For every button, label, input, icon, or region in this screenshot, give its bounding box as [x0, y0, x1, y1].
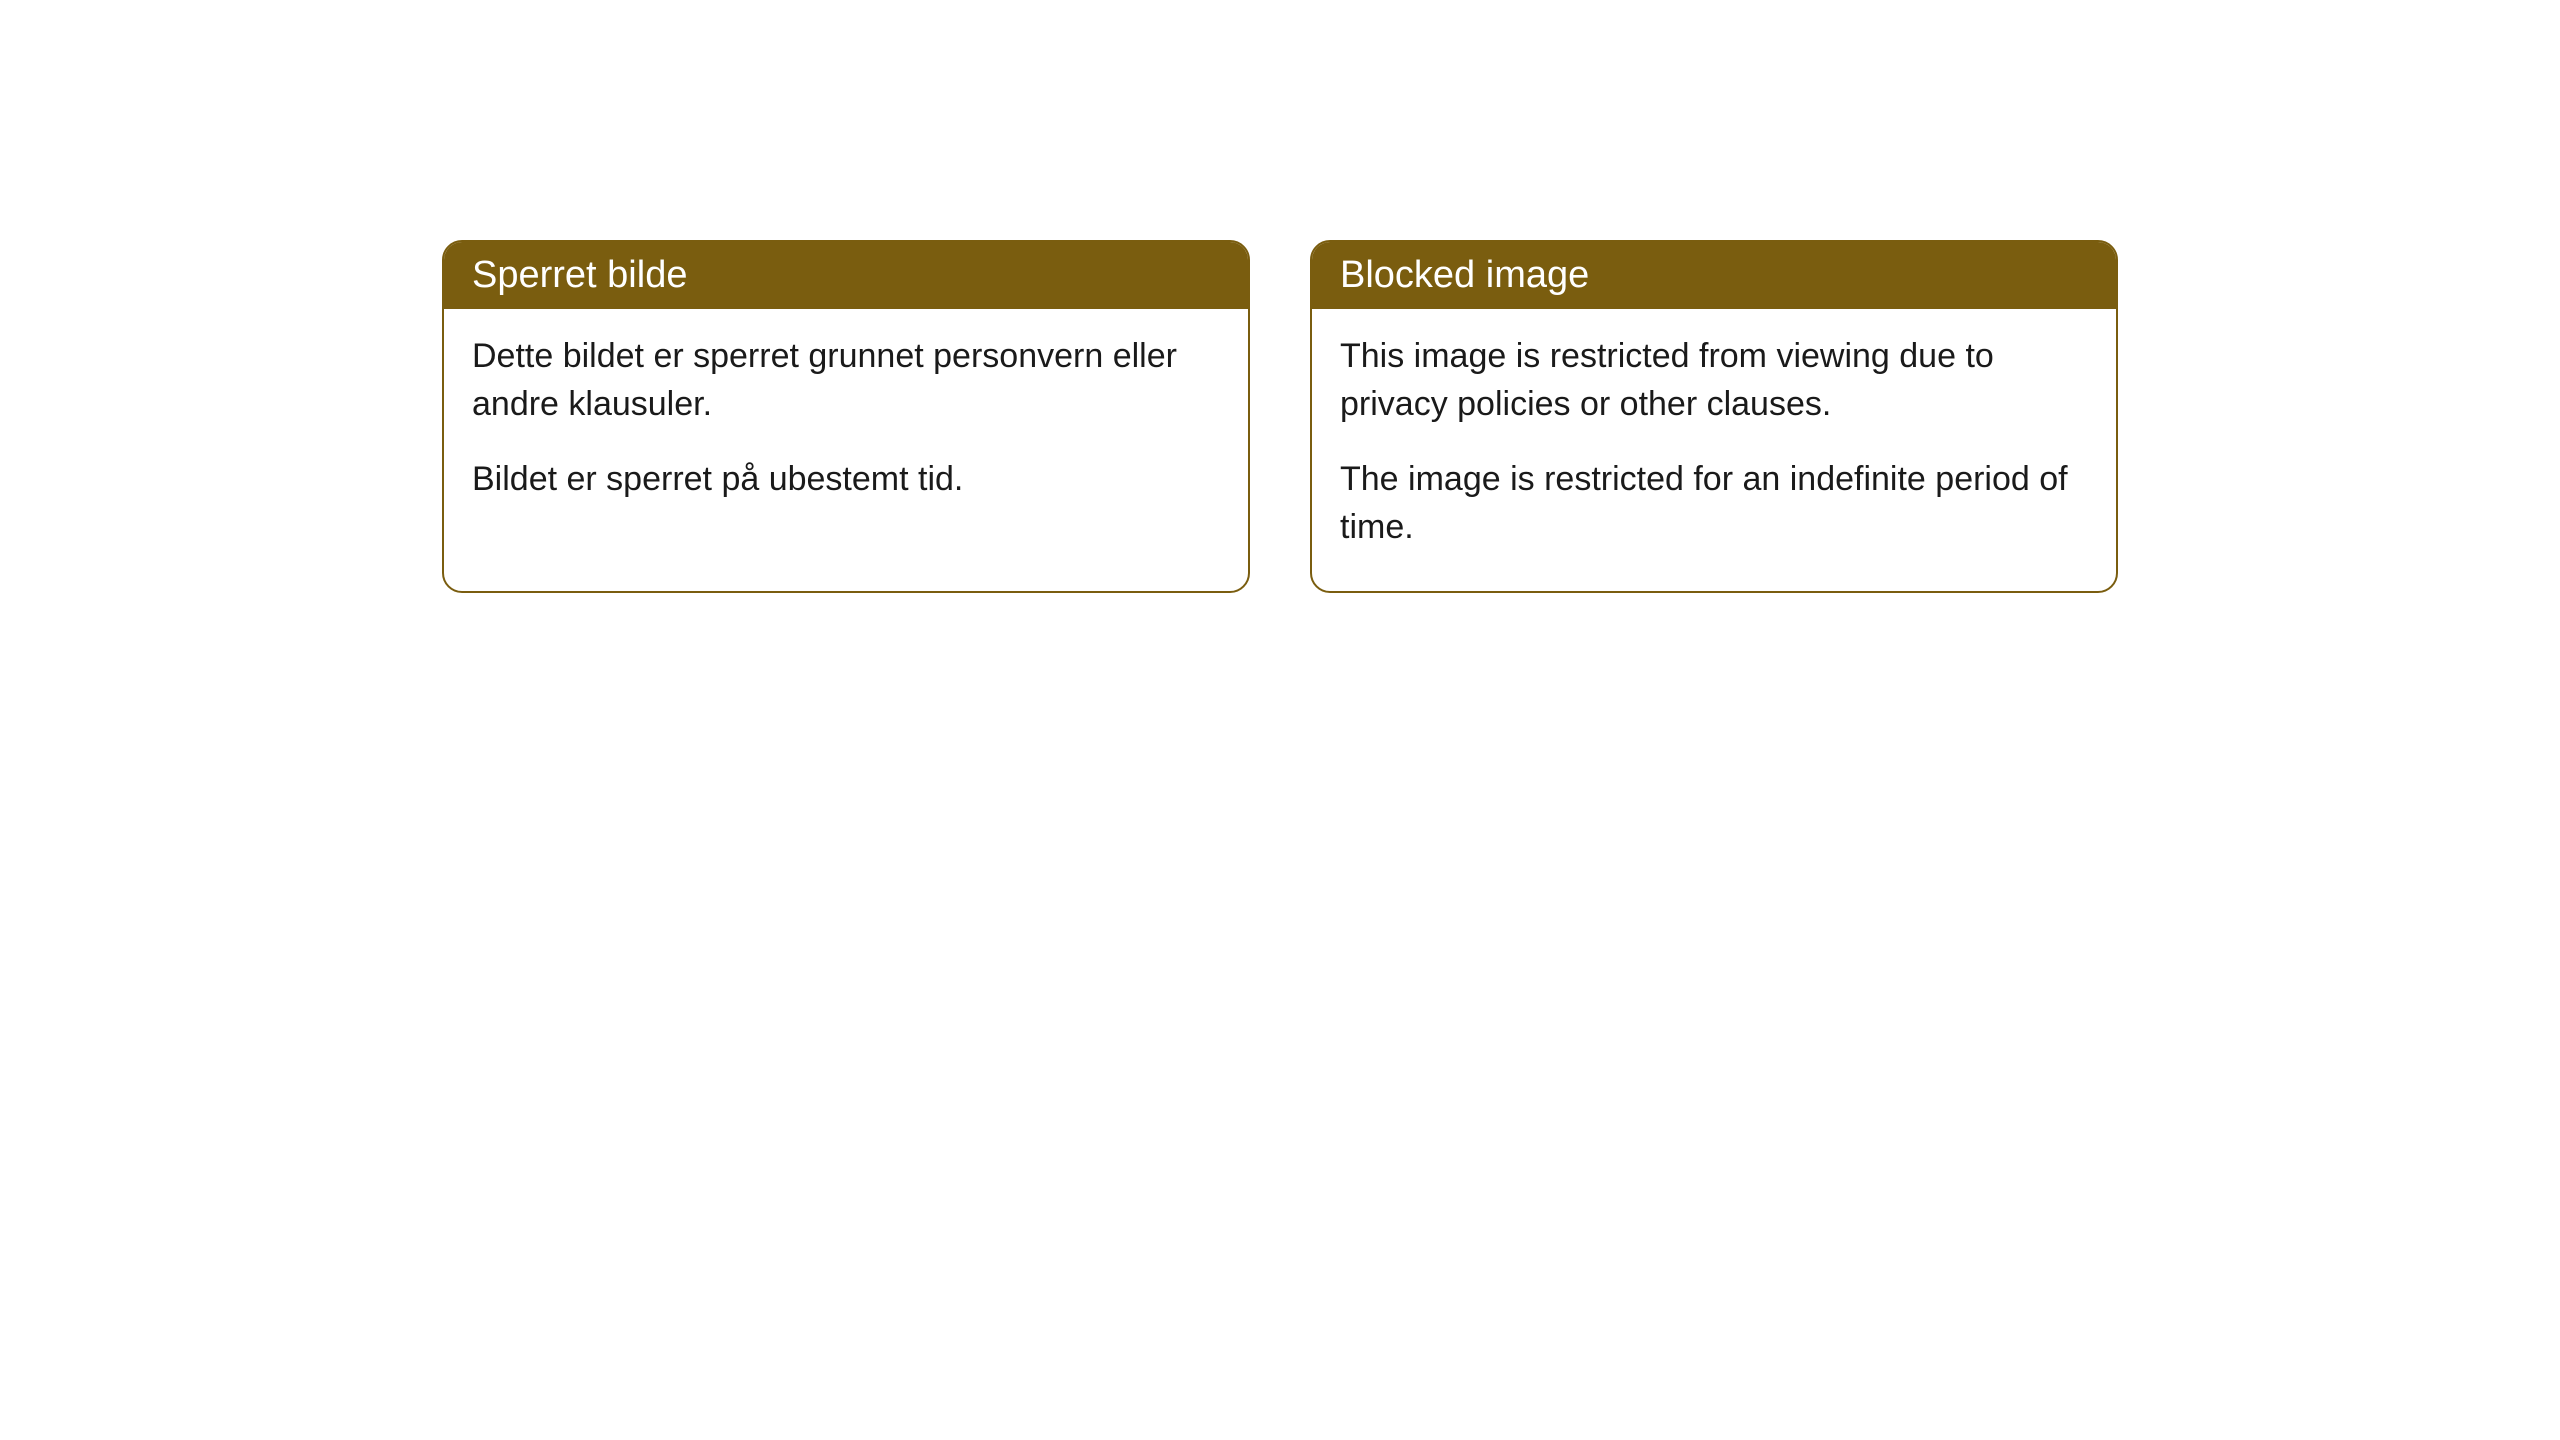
card-container: Sperret bilde Dette bildet er sperret gr… [442, 240, 2118, 593]
card-header-norwegian: Sperret bilde [444, 242, 1248, 309]
card-body-english: This image is restricted from viewing du… [1312, 309, 2116, 591]
card-paragraph-2-norwegian: Bildet er sperret på ubestemt tid. [472, 456, 1220, 504]
blocked-image-card-english: Blocked image This image is restricted f… [1310, 240, 2118, 593]
card-body-norwegian: Dette bildet er sperret grunnet personve… [444, 309, 1248, 544]
card-header-english: Blocked image [1312, 242, 2116, 309]
card-title-english: Blocked image [1340, 254, 1589, 296]
card-paragraph-1-english: This image is restricted from viewing du… [1340, 333, 2088, 428]
blocked-image-card-norwegian: Sperret bilde Dette bildet er sperret gr… [442, 240, 1250, 593]
card-paragraph-2-english: The image is restricted for an indefinit… [1340, 456, 2088, 551]
card-title-norwegian: Sperret bilde [472, 254, 687, 296]
card-paragraph-1-norwegian: Dette bildet er sperret grunnet personve… [472, 333, 1220, 428]
